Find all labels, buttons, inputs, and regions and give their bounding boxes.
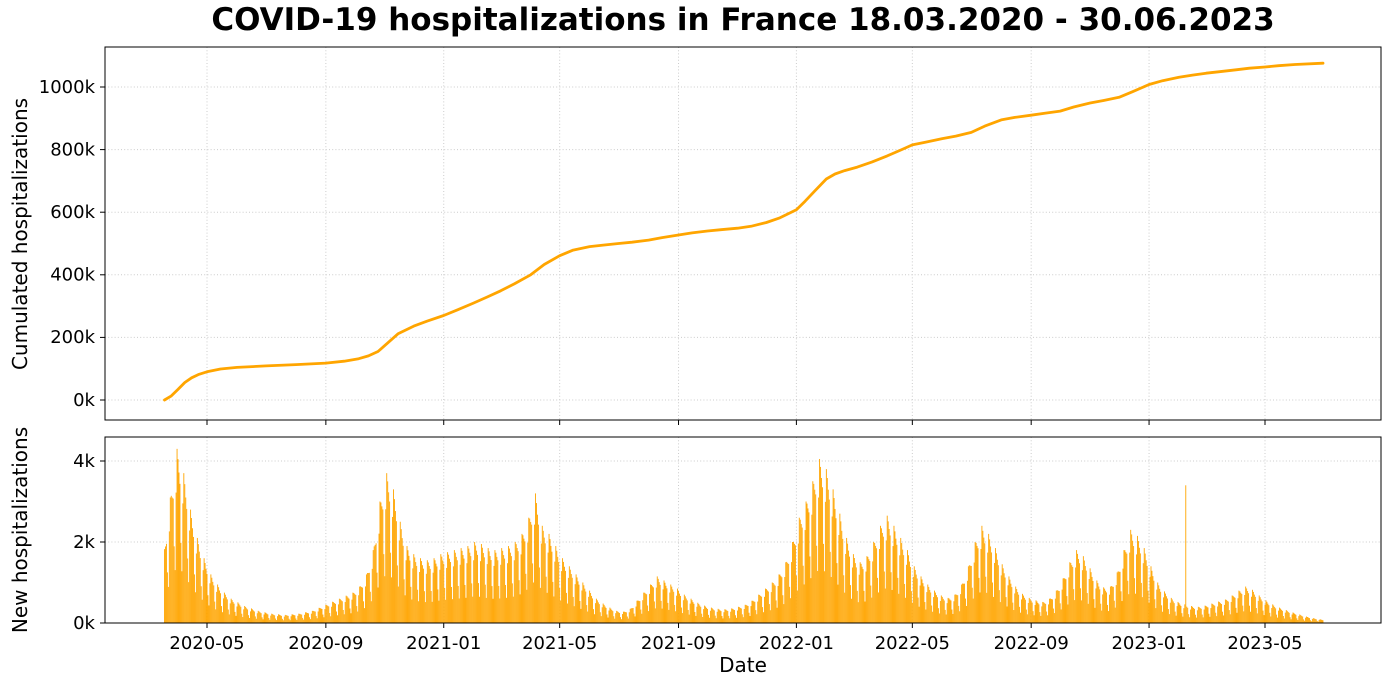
xtick-label: 2021-09: [641, 633, 716, 654]
xtick-label: 2022-01: [759, 633, 834, 654]
xtick-label: 2020-09: [288, 633, 363, 654]
ytick-label-bottom: 2k: [73, 532, 95, 553]
x-axis-label: Date: [719, 653, 767, 677]
ytick-label-top: 800k: [50, 139, 95, 160]
xtick-label: 2021-05: [522, 633, 597, 654]
ytick-label-bottom: 0k: [73, 613, 95, 634]
plot-borders: [104, 46, 1382, 624]
ytick-label-top: 400k: [50, 265, 95, 286]
ytick-label-top: 200k: [50, 327, 95, 348]
xtick-label: 2023-01: [1111, 633, 1186, 654]
ytick-label-top: 1000k: [39, 77, 96, 98]
tick-labels: 0k 200k 400k 600k 800k 1000k 0k 2k 4k 2020-05 2020…: [39, 77, 1303, 654]
cumulative-line: [163, 61, 1325, 402]
ytick-label-bottom: 4k: [73, 451, 95, 472]
ytick-label-top: 600k: [50, 202, 95, 223]
xtick-label: 2022-09: [994, 633, 1069, 654]
xtick-label: 2020-05: [169, 633, 244, 654]
xtick-label: 2023-05: [1227, 633, 1302, 654]
xtick-label: 2022-05: [875, 633, 950, 654]
tick-marks: [100, 86, 1266, 628]
new-hospitalizations-bars: [164, 448, 1324, 624]
xtick-label: 2021-01: [406, 633, 481, 654]
chart-title: COVID-19 hospitalizations in France 18.0…: [211, 2, 1275, 38]
gridlines: [105, 47, 1381, 624]
ytick-label-top: 0k: [73, 390, 95, 411]
